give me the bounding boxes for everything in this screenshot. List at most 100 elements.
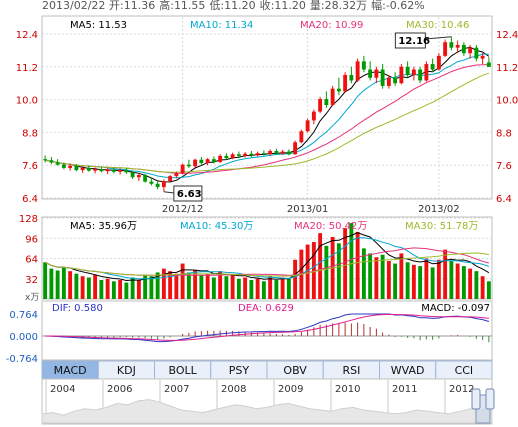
tab-label[interactable]: MACD [54, 364, 87, 377]
tab-obv[interactable]: OBV [266, 360, 324, 380]
volume-bar [355, 231, 360, 299]
candle [199, 157, 204, 165]
volume-bar [105, 278, 110, 299]
tab-rsi[interactable]: RSI [322, 360, 380, 380]
candle [161, 179, 166, 192]
indicator-tabs: MACD KDJ BOLL PSY OBV RSI WVAD CCI [41, 360, 493, 380]
header-open-label: 开: [109, 0, 124, 12]
volume-bar [49, 268, 54, 299]
header-low-label: 低: [209, 0, 224, 12]
tab-label[interactable]: BOLL [168, 364, 197, 377]
volume-bar [405, 262, 410, 299]
candle [324, 91, 329, 108]
volume-bar [174, 273, 179, 299]
candle [155, 181, 160, 190]
candle [449, 36, 454, 51]
candle-body [405, 66, 410, 75]
volume-y-axis: 128 96 64 32 [19, 214, 38, 286]
candle-body [311, 111, 316, 121]
volume-tick: 96 [25, 234, 38, 245]
candle-body [318, 99, 323, 112]
volume-bar [318, 233, 323, 299]
tab-psy[interactable]: PSY [210, 360, 268, 380]
candle [180, 163, 185, 175]
candle [249, 150, 254, 157]
candle [230, 152, 235, 160]
candle-body [368, 69, 373, 78]
macd-legend-dea: DEA: 0.629 [238, 303, 294, 314]
volume-bar [255, 278, 260, 299]
price-tick-left: 8.8 [22, 128, 38, 139]
volume-bar [380, 254, 385, 299]
tab-label[interactable]: PSY [229, 364, 250, 377]
max-price-callout: 12.16 [394, 32, 452, 49]
tab-label[interactable]: OBV [283, 364, 307, 377]
tab-cci[interactable]: CCI [435, 360, 493, 380]
volume-bar [55, 270, 60, 299]
volume-bar [86, 277, 91, 299]
volume-bar [218, 271, 223, 299]
volume-bar [99, 280, 104, 299]
tab-label[interactable]: KDJ [117, 364, 136, 377]
volume-bar [455, 263, 460, 299]
candle [468, 44, 473, 59]
macd-dea-line [45, 313, 489, 341]
candle-body [399, 66, 404, 84]
timeline-range-selector[interactable] [471, 388, 495, 424]
legend-ma30: MA30: 10.46 [406, 20, 469, 31]
candle-body [293, 142, 298, 155]
date-tick: 2013/02 [418, 204, 460, 215]
volume-bar [111, 281, 116, 299]
candle [255, 151, 260, 157]
candle [93, 167, 98, 174]
candle [374, 66, 379, 84]
tab-macd[interactable]: MACD [41, 360, 99, 380]
candle [268, 149, 273, 156]
tab-wvad[interactable]: WVAD [379, 360, 437, 380]
candle-body [249, 153, 254, 156]
candle [430, 58, 435, 73]
volume-bar [168, 271, 173, 299]
candle-body [455, 44, 460, 48]
timeline-right-handle[interactable] [485, 388, 495, 410]
tab-label[interactable]: WVAD [391, 364, 425, 377]
candle [386, 75, 391, 89]
tab-label[interactable]: CCI [455, 364, 474, 377]
volume-bar [268, 276, 273, 299]
volume-bar [43, 262, 48, 299]
candle-body [443, 42, 448, 56]
volume-bar [205, 273, 210, 299]
candle [355, 58, 360, 83]
candle-body [468, 47, 473, 54]
volume-bar [324, 245, 329, 299]
tab-kdj[interactable]: KDJ [97, 360, 155, 380]
candle [174, 171, 179, 179]
timeline-history [41, 399, 493, 424]
header-volume-label: 量: [310, 0, 325, 12]
macd-tick: 0.000 [9, 332, 38, 343]
candle-body [55, 162, 60, 165]
candle [86, 165, 91, 172]
volume-bar [180, 263, 185, 299]
candle [411, 66, 416, 81]
tab-label[interactable]: RSI [342, 364, 360, 377]
candle-body [93, 169, 98, 171]
candle [480, 53, 485, 65]
volume-tick: 32 [25, 275, 38, 286]
header-close-value: 11.20 [274, 0, 306, 12]
legend-ma20: MA20: 10.99 [300, 20, 363, 31]
candle [361, 55, 366, 73]
timeline-year: 2012 [449, 384, 474, 395]
candle-body [68, 165, 73, 168]
tab-boll[interactable]: BOLL [154, 360, 212, 380]
candle-body [430, 64, 435, 70]
candle [318, 96, 323, 114]
candle [286, 149, 291, 156]
candle-body [411, 69, 416, 75]
candle-body [355, 61, 360, 81]
timeline-left-handle[interactable] [471, 388, 481, 410]
candle-body [361, 61, 366, 70]
candle-body [111, 169, 116, 172]
volume-legend-ma5: MA5: 35.96万 [70, 221, 137, 232]
candle [418, 66, 423, 84]
